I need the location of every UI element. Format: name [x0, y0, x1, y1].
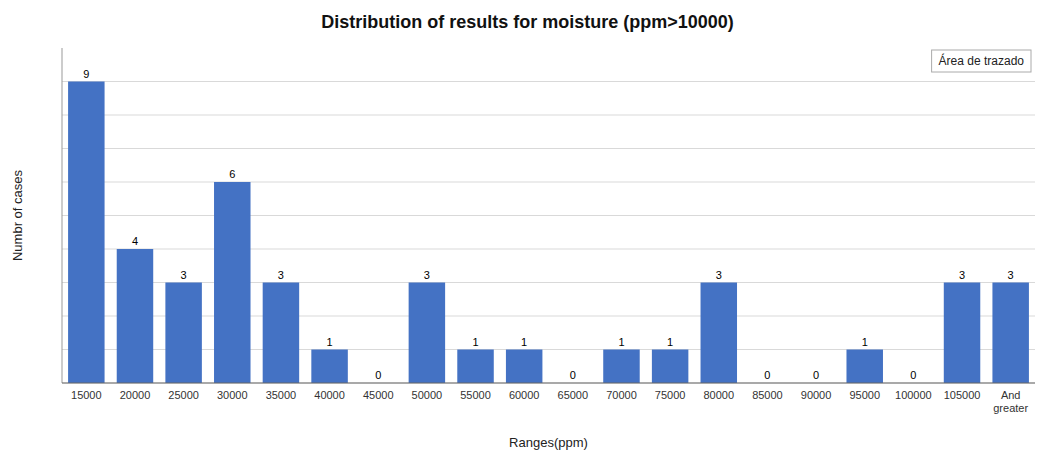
x-tick-label: 20000 [120, 389, 151, 401]
data-label: 0 [375, 369, 381, 381]
bar [409, 283, 445, 384]
bar [506, 350, 542, 384]
x-tick-label: Andgreater [993, 389, 1028, 414]
grid-line [62, 81, 1035, 82]
x-axis-line [62, 383, 1035, 384]
data-label: 3 [1008, 269, 1014, 281]
data-label: 1 [327, 336, 333, 348]
grid-line [62, 316, 1035, 317]
bar [652, 350, 688, 384]
x-tick-label: 105000 [944, 389, 981, 401]
data-label: 1 [667, 336, 673, 348]
x-tick-label: 85000 [752, 389, 783, 401]
bar [263, 283, 299, 384]
x-tick-label: 30000 [217, 389, 248, 401]
bar [944, 283, 980, 384]
bar [214, 182, 250, 383]
data-label: 1 [472, 336, 478, 348]
grid-line [62, 182, 1035, 183]
grid-line [62, 282, 1035, 283]
x-tick-label: 75000 [655, 389, 686, 401]
data-label: 3 [424, 269, 430, 281]
data-label: 1 [618, 336, 624, 348]
grid-line [62, 148, 1035, 149]
data-label: 1 [521, 336, 527, 348]
x-tick-label: 90000 [801, 389, 832, 401]
x-tick-label: 40000 [314, 389, 345, 401]
y-axis-label: Numbr of cases [10, 169, 25, 261]
y-axis-line [62, 48, 63, 383]
data-label: 3 [959, 269, 965, 281]
x-tick-label: 50000 [412, 389, 443, 401]
x-tick-label: 100000 [895, 389, 932, 401]
data-label: 4 [132, 235, 138, 247]
x-tick-label: 95000 [849, 389, 880, 401]
bar [311, 350, 347, 384]
data-label: 1 [862, 336, 868, 348]
bars [68, 82, 1029, 384]
data-label: 3 [716, 269, 722, 281]
grid-line [62, 115, 1035, 116]
x-tick-label: 45000 [363, 389, 394, 401]
data-label: 9 [83, 68, 89, 80]
data-label: 3 [278, 269, 284, 281]
bar [992, 283, 1028, 384]
bar [701, 283, 737, 384]
x-tick-label: 25000 [168, 389, 199, 401]
data-label: 0 [910, 369, 916, 381]
bar [68, 82, 104, 384]
grid [62, 82, 1035, 384]
bar [603, 350, 639, 384]
data-label: 3 [181, 269, 187, 281]
x-tick-label: 55000 [460, 389, 491, 401]
x-tick-label: 35000 [266, 389, 297, 401]
x-axis-label: Ranges(ppm) [509, 435, 588, 450]
title: Distribution of results for moisture (pp… [321, 12, 734, 32]
grid-line [62, 349, 1035, 350]
x-tick-label: 60000 [509, 389, 540, 401]
chart-container: 9 4 3 6 3 1 0 3 1 1 0 1 1 3 0 0 1 0 3 3 15000 20000 25000 30000… [0, 0, 1055, 461]
x-tick-label: 70000 [606, 389, 637, 401]
x-tick-label: 65000 [558, 389, 589, 401]
legend-box [932, 50, 1031, 72]
grid-line [62, 383, 1035, 384]
grid-line [62, 249, 1035, 250]
data-label: 6 [229, 168, 235, 180]
legend: Área de trazado [932, 50, 1031, 72]
grid-line [62, 215, 1035, 216]
bar [846, 350, 882, 384]
chart: 9 4 3 6 3 1 0 3 1 1 0 1 1 3 0 0 1 0 3 3 15000 20000 25000 30000… [0, 0, 1055, 461]
data-label: 0 [764, 369, 770, 381]
bar [457, 350, 493, 384]
bar [165, 283, 201, 384]
x-tick-label: 80000 [703, 389, 734, 401]
bar [117, 249, 153, 383]
legend-label: Área de trazado [939, 53, 1025, 68]
x-tick-label: 15000 [71, 389, 102, 401]
data-label: 0 [570, 369, 576, 381]
data-label: 0 [813, 369, 819, 381]
